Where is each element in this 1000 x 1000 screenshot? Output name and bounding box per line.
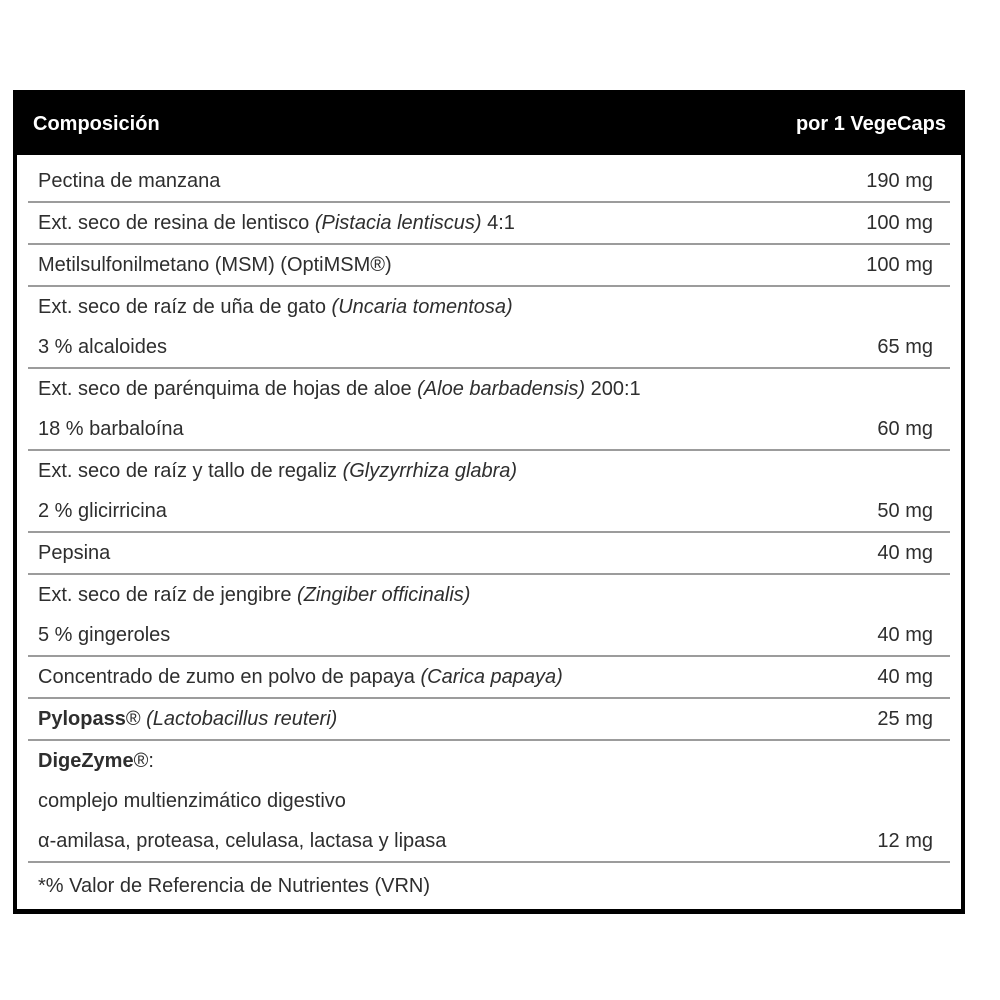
ingredient-text: Pylopass® (Lactobacillus reuteri) xyxy=(38,707,338,730)
table-row: Ext. seco de parénquima de hojas de aloe… xyxy=(28,369,950,451)
amount-value: 50 mg xyxy=(877,499,933,522)
amount-value: 40 mg xyxy=(877,541,933,564)
table-row: Pepsina 40 mg xyxy=(28,533,950,575)
table-header: Composición por 1 VegeCaps xyxy=(17,94,961,155)
row-line: Ext. seco de parénquima de hojas de aloe… xyxy=(28,369,950,409)
ingredient-text: α-amilasa, proteasa, celulasa, lactasa y… xyxy=(38,829,447,852)
ingredient-text: complejo multienzimático digestivo xyxy=(38,789,346,812)
row-line: 5 % gingeroles 40 mg xyxy=(28,615,950,655)
ingredient-text: 3 % alcaloides xyxy=(38,335,167,358)
row-line: 3 % alcaloides 65 mg xyxy=(28,327,950,367)
row-line: complejo multienzimático digestivo xyxy=(28,781,950,821)
row-line: DigeZyme®: xyxy=(28,741,950,781)
composition-table: Composición por 1 VegeCaps Pectina de ma… xyxy=(13,90,965,914)
row-line: *% Valor de Referencia de Nutrientes (VR… xyxy=(28,863,950,909)
ingredient-text: Ext. seco de raíz y tallo de regaliz (Gl… xyxy=(38,459,518,482)
ingredient-text: DigeZyme®: xyxy=(38,749,154,772)
ingredient-text: 5 % gingeroles xyxy=(38,623,171,646)
row-line: 18 % barbaloína 60 mg xyxy=(28,409,950,449)
row-line: Ext. seco de raíz de jengibre (Zingiber … xyxy=(28,575,950,615)
amount-value: 100 mg xyxy=(866,211,933,234)
amount-value: 65 mg xyxy=(877,335,933,358)
table-row: Metilsulfonilmetano (MSM) (OptiMSM®) 100 … xyxy=(28,245,950,287)
amount-value: 25 mg xyxy=(877,707,933,730)
ingredient-text: Ext. seco de resina de lentisco (Pistaci… xyxy=(38,211,515,234)
row-line: Pepsina 40 mg xyxy=(28,533,950,573)
ingredient-text: Pepsina xyxy=(38,541,111,564)
amount-value: 12 mg xyxy=(877,829,933,852)
row-line: Ext. seco de raíz de uña de gato (Uncari… xyxy=(28,287,950,327)
table-row: Ext. seco de resina de lentisco (Pistaci… xyxy=(28,203,950,245)
row-line: Ext. seco de raíz y tallo de regaliz (Gl… xyxy=(28,451,950,491)
table-row: Ext. seco de raíz y tallo de regaliz (Gl… xyxy=(28,451,950,533)
row-line: Pylopass® (Lactobacillus reuteri) 25 mg xyxy=(28,699,950,739)
ingredient-text: 18 % barbaloína xyxy=(38,417,184,440)
table-row: Concentrado de zumo en polvo de papaya (… xyxy=(28,657,950,699)
amount-value: 40 mg xyxy=(877,665,933,688)
table-row: DigeZyme®: complejo multienzimático diges… xyxy=(28,741,950,863)
table-row: Ext. seco de raíz de uña de gato (Uncari… xyxy=(28,287,950,369)
ingredient-text: 2 % glicirricina xyxy=(38,499,167,522)
amount-value: 100 mg xyxy=(866,253,933,276)
ingredient-text: Pectina de manzana xyxy=(38,169,221,192)
table-header-serving: por 1 VegeCaps xyxy=(795,113,946,135)
table-row: Ext. seco de raíz de jengibre (Zingiber … xyxy=(28,575,950,657)
row-line: 2 % glicirricina 50 mg xyxy=(28,491,950,531)
table-row: Pylopass® (Lactobacillus reuteri) 25 mg xyxy=(28,699,950,741)
row-line: Concentrado de zumo en polvo de papaya (… xyxy=(28,657,950,697)
ingredient-text: *% Valor de Referencia de Nutrientes (VR… xyxy=(38,874,431,897)
ingredient-text: Concentrado de zumo en polvo de papaya (… xyxy=(38,665,563,688)
ingredient-text: Ext. seco de raíz de jengibre (Zingiber … xyxy=(38,583,471,606)
ingredient-text: Metilsulfonilmetano (MSM) (OptiMSM®) xyxy=(38,253,392,276)
row-line: Pectina de manzana 190 mg xyxy=(28,161,950,201)
table-row: Pectina de manzana 190 mg xyxy=(28,161,950,203)
amount-value: 190 mg xyxy=(866,169,933,192)
ingredient-text: Ext. seco de parénquima de hojas de aloe… xyxy=(38,377,641,400)
amount-value: 60 mg xyxy=(877,417,933,440)
row-line: Ext. seco de resina de lentisco (Pistaci… xyxy=(28,203,950,243)
table-body: Pectina de manzana 190 mg Ext. seco de res… xyxy=(17,155,961,909)
row-line: α-amilasa, proteasa, celulasa, lactasa y… xyxy=(28,821,950,861)
ingredient-text: Ext. seco de raíz de uña de gato (Uncari… xyxy=(38,295,513,318)
table-header-title: Composición xyxy=(33,113,160,135)
row-line: Metilsulfonilmetano (MSM) (OptiMSM®) 100 … xyxy=(28,245,950,285)
amount-value: 40 mg xyxy=(877,623,933,646)
table-row: *% Valor de Referencia de Nutrientes (VR… xyxy=(28,863,950,909)
